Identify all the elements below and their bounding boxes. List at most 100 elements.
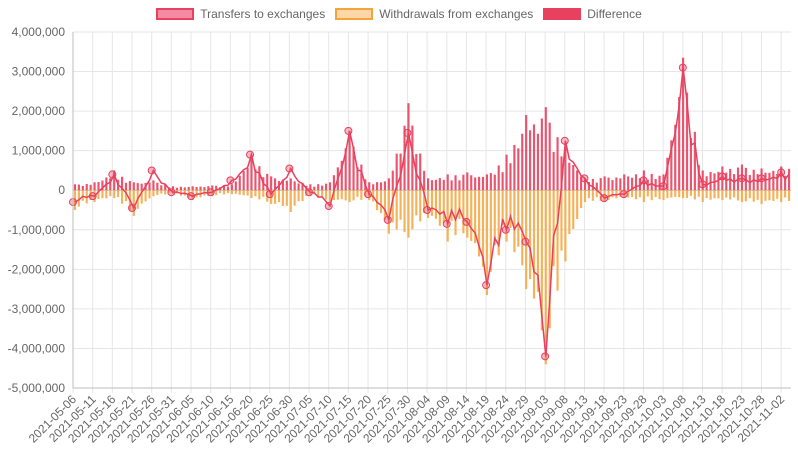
withdrawals-bar (744, 190, 747, 202)
difference-point (678, 63, 687, 72)
withdrawals-bar (285, 190, 288, 206)
transfers-bar (430, 180, 434, 191)
transfers-bar (603, 176, 606, 191)
withdrawals-bar (73, 190, 77, 210)
withdrawals-bar (348, 190, 351, 203)
withdrawals-bar (434, 190, 438, 219)
withdrawals-bar (442, 190, 445, 223)
withdrawals-bar (407, 190, 410, 238)
legend-label-difference: Difference (587, 7, 642, 21)
withdrawals-bar (430, 190, 434, 216)
withdrawals-bar (638, 190, 642, 198)
withdrawals-bar (678, 190, 681, 198)
withdrawals-bar (168, 190, 171, 193)
withdrawals-bar (540, 190, 543, 331)
withdrawals-bar (572, 190, 575, 230)
transfers-bar (485, 174, 489, 191)
transfers-bar (372, 184, 375, 191)
transfers-bar (77, 184, 80, 191)
withdrawals-bar (446, 190, 449, 242)
withdrawals-bar (238, 190, 241, 195)
withdrawals-bar (242, 190, 245, 196)
withdrawals-bar (642, 190, 645, 203)
transfers-bar (250, 154, 253, 191)
transfers-bar (509, 163, 512, 191)
difference-point (128, 204, 137, 213)
difference-point (737, 174, 746, 183)
withdrawals-bar (689, 190, 693, 196)
withdrawals-bar (273, 190, 277, 204)
transfers-bar (324, 183, 328, 191)
withdrawals-bar (560, 190, 563, 251)
withdrawals-bar (666, 190, 669, 199)
withdrawals-bar (226, 190, 230, 194)
withdrawals-bar (752, 190, 755, 202)
difference-point (482, 281, 491, 290)
transfers-bar (124, 182, 128, 191)
withdrawals-bar (379, 190, 383, 214)
withdrawals-bar (105, 190, 108, 199)
withdrawals-bar (262, 190, 265, 197)
difference-point (285, 164, 294, 173)
legend-item-withdrawals[interactable]: Withdrawals from exchanges (335, 7, 533, 21)
withdrawals-bar (144, 190, 147, 202)
withdrawals-bar (148, 190, 151, 199)
difference-point (344, 126, 353, 135)
transfers-bar (466, 172, 469, 191)
transfers-bar (434, 179, 438, 191)
withdrawals-bar (717, 190, 720, 199)
transfers-bar (391, 170, 394, 191)
transfers-bar (697, 165, 700, 191)
transfers-bar (438, 178, 441, 191)
difference-point (383, 215, 392, 224)
transfers-bar (230, 184, 233, 191)
legend-item-difference[interactable]: Difference (543, 7, 642, 21)
legend-item-transfers[interactable]: Transfers to exchanges (156, 7, 325, 21)
transfers-bar (238, 175, 241, 191)
withdrawals-bar (317, 190, 320, 198)
difference-point (206, 188, 215, 197)
transfers-bar (780, 166, 783, 191)
transfers-bar (627, 176, 630, 191)
transfers-bar (411, 125, 414, 191)
legend-swatch-withdrawals (335, 8, 374, 20)
withdrawals-bar (583, 190, 587, 203)
y-tick-label: -5,000,000 (8, 381, 66, 395)
transfers-bar (360, 164, 363, 191)
transfers-bar (136, 183, 139, 191)
transfers-bar (631, 177, 634, 191)
withdrawals-bar (556, 190, 559, 291)
transfers-bar (207, 186, 210, 191)
y-tick-label: 4,000,000 (12, 25, 66, 39)
transfers-bar (615, 177, 618, 191)
transfers-bar (693, 131, 696, 191)
withdrawals-bar (230, 190, 233, 195)
withdrawals-bar (607, 190, 610, 201)
transfers-bar (132, 182, 135, 191)
difference-point (501, 225, 510, 234)
transfers-bar (611, 180, 614, 191)
transfers-bar (568, 162, 571, 191)
withdrawals-bar (120, 190, 124, 204)
withdrawals-bar (603, 190, 606, 203)
withdrawals-bar (729, 190, 732, 200)
transfers-bar (580, 176, 583, 191)
transfers-bar (529, 130, 532, 191)
transfers-bar (242, 170, 245, 191)
withdrawals-bar (289, 190, 292, 212)
transfers-bar (564, 146, 567, 191)
transfers-bar (666, 157, 669, 191)
withdrawals-bar (336, 190, 339, 200)
transfers-bar (175, 187, 179, 191)
transfers-bar (375, 182, 379, 191)
transfers-bar (426, 178, 430, 191)
withdrawals-bar (309, 190, 312, 197)
withdrawals-bar (258, 190, 261, 200)
withdrawals-bar (501, 190, 504, 226)
y-tick-label: 0 (58, 183, 65, 197)
transfers-bar (768, 172, 771, 191)
withdrawals-bar (658, 190, 661, 200)
difference-point (305, 188, 314, 197)
transfers-bar (368, 182, 371, 191)
withdrawals-bar (725, 190, 728, 198)
